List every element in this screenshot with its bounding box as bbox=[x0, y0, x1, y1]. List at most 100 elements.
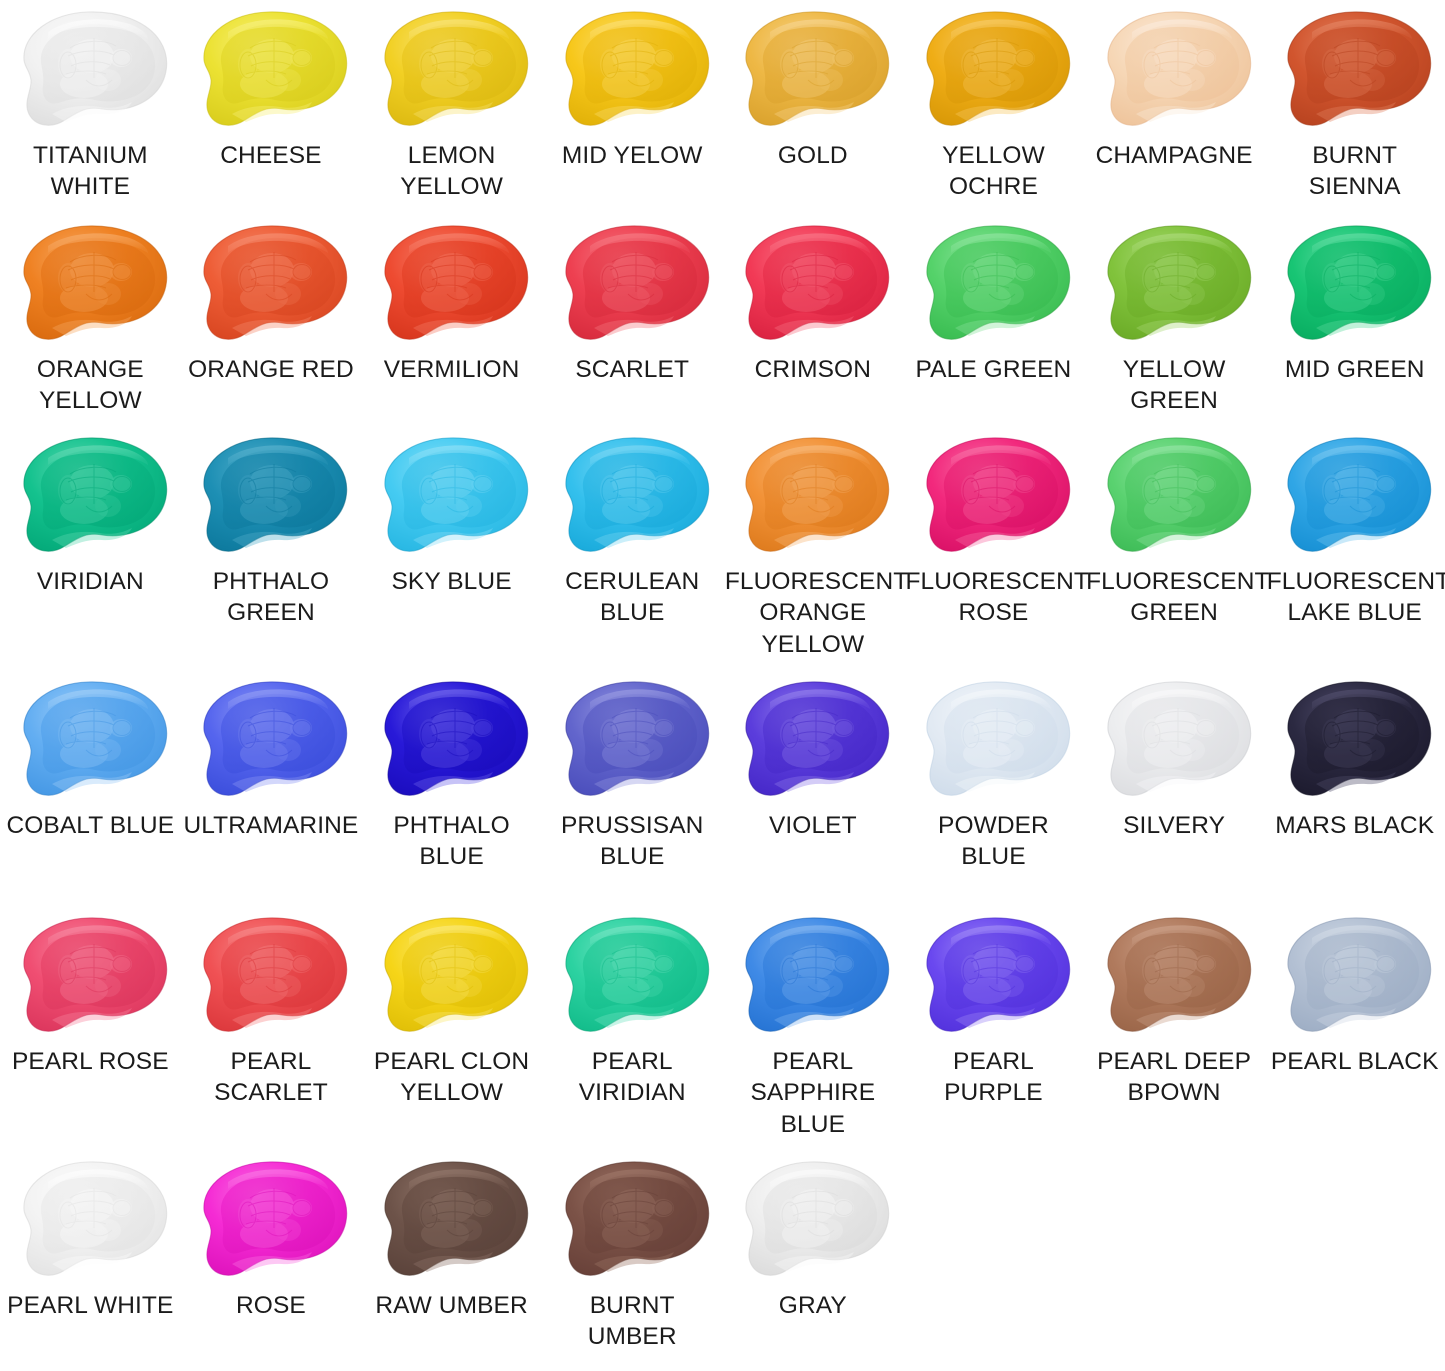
color-swatch-cell[interactable]: ROSE bbox=[181, 1158, 362, 1353]
swatch-row: PEARL WHITE bbox=[0, 1158, 1445, 1353]
color-name-label: FLUORESCENT GREEN bbox=[1086, 568, 1270, 627]
swatch-row: PEARL ROSE bbox=[0, 914, 1445, 1140]
color-swatch-cell[interactable]: LEMON YELLOW bbox=[361, 8, 542, 203]
color-swatch-cell[interactable]: CERULEAN BLUE bbox=[542, 434, 723, 660]
paint-blob-icon bbox=[911, 434, 1076, 560]
paint-blob-icon bbox=[1272, 8, 1437, 134]
color-name-label: FLUORESCENT LAKE BLUE bbox=[1266, 568, 1445, 627]
color-swatch-cell[interactable]: CHEESE bbox=[181, 8, 362, 203]
color-swatch-cell[interactable]: VIOLET bbox=[723, 678, 904, 873]
paint-blob-icon bbox=[188, 1158, 353, 1284]
paint-blob-icon bbox=[188, 914, 353, 1040]
paint-blob-icon bbox=[550, 434, 715, 560]
color-swatch-cell[interactable]: BURNT UMBER bbox=[542, 1158, 723, 1353]
paint-blob-icon bbox=[1272, 914, 1437, 1040]
color-swatch-cell[interactable]: PEARL WHITE bbox=[0, 1158, 181, 1353]
color-name-label: FLUORESCENT ROSE bbox=[905, 568, 1089, 627]
color-swatch-cell[interactable]: YELLOW OCHRE bbox=[903, 8, 1084, 203]
paint-blob-icon bbox=[550, 914, 715, 1040]
color-name-label: ULTRAMARINE bbox=[183, 812, 359, 839]
color-name-label: PALE GREEN bbox=[915, 356, 1072, 383]
color-name-label: FLUORESCENT ORANGE YELLOW bbox=[724, 568, 909, 658]
paint-blob-icon bbox=[8, 1158, 173, 1284]
color-swatch-cell[interactable]: PEARL PURPLE bbox=[903, 914, 1084, 1140]
color-swatch-cell[interactable]: SILVERY bbox=[1084, 678, 1265, 873]
color-name-label: GOLD bbox=[777, 142, 848, 169]
color-swatch-cell[interactable]: ORANGE RED bbox=[181, 222, 362, 417]
color-name-label: ORANGE YELLOW bbox=[36, 356, 144, 415]
paint-blob-icon bbox=[730, 8, 895, 134]
color-swatch-cell[interactable]: GRAY bbox=[723, 1158, 904, 1353]
paint-blob-icon bbox=[369, 1158, 534, 1284]
color-swatch-cell[interactable]: SKY BLUE bbox=[361, 434, 542, 660]
paint-blob-icon bbox=[369, 678, 534, 804]
color-swatch-cell[interactable]: PALE GREEN bbox=[903, 222, 1084, 417]
color-swatch-cell[interactable]: POWDER BLUE bbox=[903, 678, 1084, 873]
paint-blob-icon bbox=[8, 434, 173, 560]
paint-blob-icon bbox=[730, 678, 895, 804]
paint-blob-icon bbox=[369, 434, 534, 560]
color-swatch-cell[interactable]: PHTHALO BLUE bbox=[361, 678, 542, 873]
color-swatch-cell[interactable]: FLUORESCENT ORANGE YELLOW bbox=[723, 434, 909, 660]
color-swatch-cell[interactable]: PEARL CLON YELLOW bbox=[361, 914, 542, 1140]
color-name-label: PEARL SCARLET bbox=[214, 1048, 328, 1107]
paint-blob-icon bbox=[550, 1158, 715, 1284]
color-swatch-cell[interactable]: FLUORESCENT LAKE BLUE bbox=[1264, 434, 1445, 660]
color-swatch-cell[interactable]: MID YELOW bbox=[542, 8, 723, 203]
color-name-label: LEMON YELLOW bbox=[400, 142, 503, 201]
paint-blob-icon bbox=[1092, 678, 1257, 804]
color-name-label: PHTHALO BLUE bbox=[393, 812, 510, 871]
color-name-label: POWDER BLUE bbox=[938, 812, 1049, 871]
color-swatch-cell[interactable]: VERMILION bbox=[361, 222, 542, 417]
color-swatch-cell[interactable]: BURNT SIENNA bbox=[1264, 8, 1445, 203]
color-name-label: PHTHALO GREEN bbox=[212, 568, 330, 627]
color-swatch-cell[interactable]: SCARLET bbox=[542, 222, 723, 417]
color-swatch-cell[interactable]: ORANGE YELLOW bbox=[0, 222, 181, 417]
color-swatch-cell[interactable]: CHAMPAGNE bbox=[1084, 8, 1265, 203]
swatch-row: VIRIDIAN P bbox=[0, 434, 1445, 660]
swatch-row: ORANGE YELLOW bbox=[0, 222, 1445, 417]
paint-blob-icon bbox=[911, 914, 1076, 1040]
color-swatch-cell[interactable]: PRUSSISAN BLUE bbox=[542, 678, 723, 873]
color-name-label: CERULEAN BLUE bbox=[565, 568, 700, 627]
color-swatch-cell[interactable]: YELLOW GREEN bbox=[1084, 222, 1265, 417]
color-name-label: VIOLET bbox=[768, 812, 857, 839]
color-swatch-cell[interactable]: PEARL ROSE bbox=[0, 914, 181, 1140]
paint-blob-icon bbox=[1092, 8, 1257, 134]
paint-blob-icon bbox=[911, 1158, 1076, 1284]
color-swatch-cell[interactable]: COBALT BLUE bbox=[0, 678, 181, 873]
color-name-label: MID YELOW bbox=[561, 142, 703, 169]
color-name-label: PEARL PURPLE bbox=[944, 1048, 1043, 1107]
color-name-label: SILVERY bbox=[1123, 812, 1226, 839]
color-swatch-cell[interactable]: PHTHALO GREEN bbox=[181, 434, 362, 660]
color-swatch-cell[interactable]: VIRIDIAN bbox=[0, 434, 181, 660]
color-swatch-cell[interactable]: PEARL SAPPHIRE BLUE bbox=[723, 914, 904, 1140]
color-swatch-cell[interactable]: GOLD bbox=[723, 8, 904, 203]
color-name-label: VERMILION bbox=[383, 356, 520, 383]
color-name-label: TITANIUM WHITE bbox=[32, 142, 148, 201]
empty-cell bbox=[1084, 1158, 1265, 1353]
paint-blob-icon bbox=[911, 222, 1076, 348]
color-swatch-cell[interactable]: FLUORESCENT GREEN bbox=[1084, 434, 1270, 660]
color-swatch-cell[interactable]: MARS BLACK bbox=[1264, 678, 1445, 873]
color-name-label: PEARL SAPPHIRE BLUE bbox=[750, 1048, 876, 1138]
color-name-label: YELLOW GREEN bbox=[1122, 356, 1226, 415]
color-name-label: PEARL WHITE bbox=[7, 1292, 174, 1319]
paint-blob-icon bbox=[550, 678, 715, 804]
color-swatch-cell[interactable]: TITANIUM WHITE bbox=[0, 8, 181, 203]
color-swatch-cell[interactable]: PEARL DEEP BPOWN bbox=[1084, 914, 1265, 1140]
color-swatch-cell[interactable]: ULTRAMARINE bbox=[181, 678, 362, 873]
color-swatch-cell[interactable]: PEARL BLACK bbox=[1264, 914, 1445, 1140]
color-swatch-cell[interactable]: MID GREEN bbox=[1264, 222, 1445, 417]
color-name-label: COBALT BLUE bbox=[6, 812, 175, 839]
color-swatch-cell[interactable]: CRIMSON bbox=[723, 222, 904, 417]
color-swatch-cell[interactable]: PEARL SCARLET bbox=[181, 914, 362, 1140]
paint-blob-icon bbox=[369, 914, 534, 1040]
paint-blob-icon bbox=[1272, 1158, 1437, 1284]
swatch-row: TITANIUM WHITE bbox=[0, 8, 1445, 203]
color-swatch-cell[interactable]: PEARL VIRIDIAN bbox=[542, 914, 723, 1140]
color-name-label: PRUSSISAN BLUE bbox=[560, 812, 704, 871]
color-name-label: CHEESE bbox=[220, 142, 322, 169]
color-swatch-cell[interactable]: FLUORESCENT ROSE bbox=[903, 434, 1089, 660]
color-swatch-cell[interactable]: RAW UMBER bbox=[361, 1158, 542, 1353]
